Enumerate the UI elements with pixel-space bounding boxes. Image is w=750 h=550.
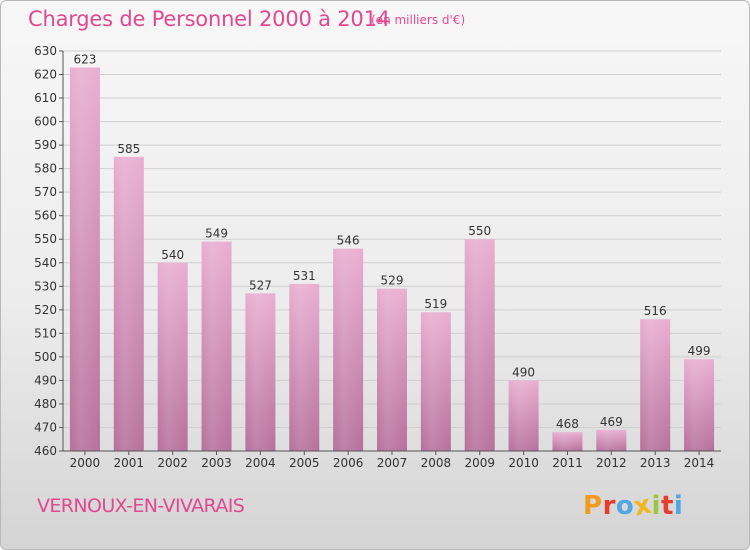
data-label: 469 [600,415,623,429]
x-tick-label: 2014 [684,456,715,470]
axes: 460 470 480 490 500 510 520 530 540 550 560 570 580 5… [34,44,721,470]
data-label: 546 [337,234,360,248]
y-tick-label: 570 [34,185,57,199]
bar-shine [377,288,407,451]
data-label: 549 [205,227,228,241]
bar-shine [333,248,364,451]
y-tick-label: 460 [34,444,57,458]
logo-letter: i [651,491,661,521]
y-tick-label: 480 [34,397,57,411]
data-label: 490 [512,365,535,379]
data-label: 585 [117,142,140,156]
x-tick-label: 2004 [245,456,276,470]
data-label: 529 [381,274,404,288]
x-tick-label: 2013 [640,456,671,470]
data-label: 527 [249,278,272,292]
logo-letter: r [602,491,616,521]
y-tick-label: 470 [34,420,57,434]
y-tick-label: 560 [34,209,57,223]
x-tick-label: 2005 [289,456,320,470]
y-tick-label: 500 [34,350,57,364]
bar-shine [464,239,495,451]
y-tick-label: 590 [34,138,57,152]
proxiti-logo[interactable]: Proxiti [583,490,684,523]
x-tick-label: 2002 [157,456,188,470]
y-tick-label: 580 [34,162,57,176]
y-tick-label: 620 [34,68,57,82]
town-name: VERNOUX-EN-VIVARAIS [37,495,245,517]
x-tick-label: 2007 [377,456,408,470]
chart-title: Charges de Personnel 2000 à 2014 [28,7,390,31]
bar-shine [245,293,276,451]
bar-shine [640,319,671,451]
x-tick-label: 2000 [70,456,101,470]
data-label: 468 [556,417,579,431]
bar-shine [113,156,144,451]
y-tick-label: 540 [34,256,57,270]
logo-letter: i [673,491,684,521]
data-label: 550 [468,224,491,238]
bar-shine [596,429,627,451]
y-tick-label: 550 [34,232,57,246]
bar-shine [684,359,715,451]
bar-shine [508,380,539,451]
data-label: 499 [688,344,711,358]
x-tick-label: 2009 [464,456,495,470]
logo-letter: P [583,491,603,521]
x-tick-label: 2001 [114,456,145,470]
data-label: 516 [644,304,667,318]
bar-shine [552,432,583,451]
y-tick-label: 510 [34,326,57,340]
x-tick-label: 2011 [552,456,583,470]
bars: 623 585 540 549 527 531 546 529 519 550 490 468 469 5… [69,52,715,452]
x-tick-label: 2003 [201,456,232,470]
chart-subtitle: (en milliers d'€) [371,13,466,27]
bar-shine [157,262,188,451]
y-tick-label: 610 [34,91,57,105]
bar-shine [201,241,232,451]
logo-letter: o [615,491,635,521]
y-tick-label: 530 [34,279,57,293]
logo-letter: t [660,491,674,521]
y-tick-label: 490 [34,373,57,387]
x-tick-label: 2012 [596,456,627,470]
data-label: 540 [161,248,184,262]
y-tick-label: 630 [34,44,57,58]
bar-shine [289,283,320,451]
data-label: 519 [424,297,447,311]
y-tick-label: 520 [34,303,57,317]
x-tick-label: 2008 [421,456,452,470]
bar-shine [420,312,451,451]
y-tick-label: 600 [34,115,57,129]
data-label: 623 [73,52,96,66]
x-tick-label: 2006 [333,456,364,470]
data-label: 531 [293,269,316,283]
bar-shine [69,67,100,452]
x-tick-label: 2010 [508,456,539,470]
